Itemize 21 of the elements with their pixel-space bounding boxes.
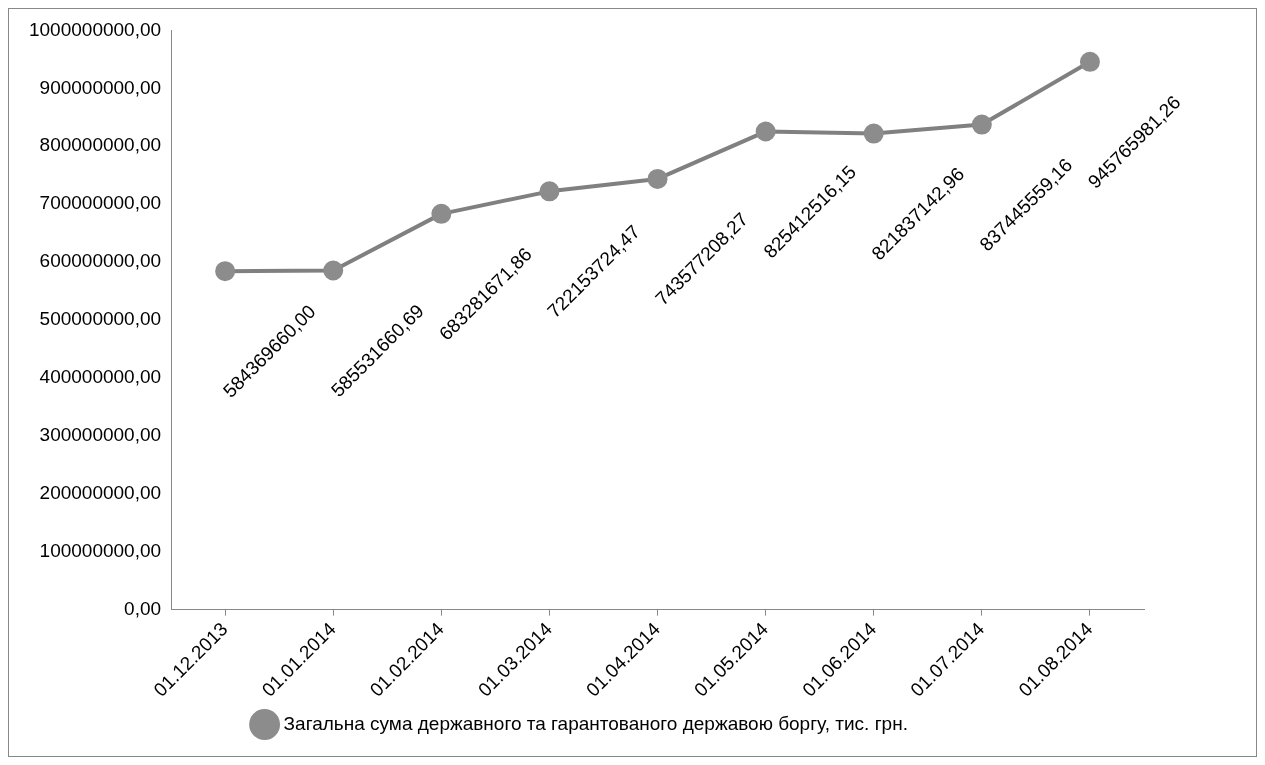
point (971, 114, 992, 135)
y-tick-label: 1000000000,00 (28, 18, 162, 40)
point (215, 261, 236, 282)
point (431, 203, 452, 224)
y-tick-label: 400000000,00 (39, 366, 162, 388)
y-tick-label: 900000000,00 (39, 76, 162, 98)
point (755, 121, 776, 142)
y-tick-label: 600000000,00 (39, 250, 162, 272)
point (539, 181, 560, 202)
y-tick-label: 0,00 (124, 597, 162, 619)
y-tick-label: 300000000,00 (39, 424, 162, 446)
y-tick-label: 100000000,00 (39, 539, 162, 561)
y-tick-label: 700000000,00 (39, 192, 162, 214)
point (1079, 51, 1100, 72)
point (323, 260, 344, 281)
point (863, 123, 884, 144)
y-tick-label: 800000000,00 (39, 134, 162, 156)
point (647, 168, 668, 189)
y-tick-label: 500000000,00 (39, 308, 162, 330)
legend-label: Загальна сума державного та гарантованого державою боргу, тис. грн. (283, 712, 908, 734)
y-tick-label: 200000000,00 (39, 482, 162, 504)
